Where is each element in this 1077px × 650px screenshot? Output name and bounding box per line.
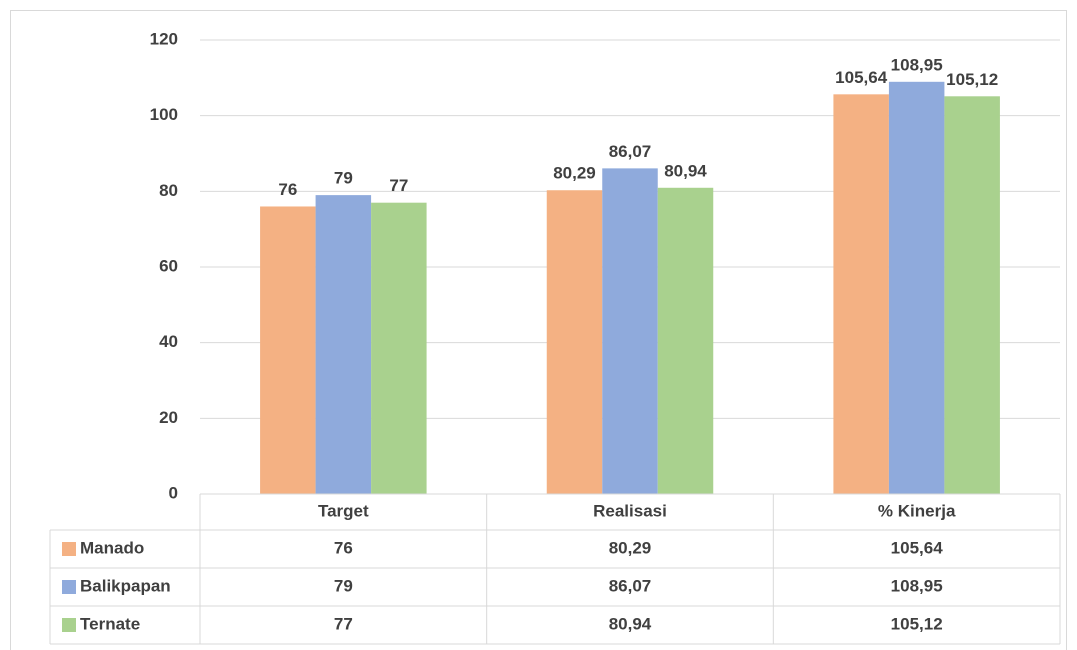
bar [371, 202, 427, 494]
legend-swatch [62, 580, 76, 594]
table-cell: 86,07 [609, 576, 652, 595]
table-cell: 76 [334, 538, 353, 557]
y-tick-label: 40 [159, 332, 178, 351]
chart-border [10, 10, 1067, 650]
data-label: 79 [334, 169, 353, 188]
data-label: 86,07 [609, 142, 652, 161]
x-tick-label: Target [318, 501, 369, 520]
bar [602, 168, 658, 494]
table-cell: 80,29 [609, 538, 652, 557]
bar [315, 195, 372, 494]
legend-label: Ternate [80, 614, 140, 633]
bar [833, 94, 889, 494]
table-cell: 80,94 [609, 614, 652, 633]
data-label: 108,95 [891, 55, 943, 74]
y-tick-label: 120 [150, 29, 178, 48]
legend-label: Balikpapan [80, 576, 171, 595]
y-tick-label: 60 [159, 256, 178, 275]
bar [260, 206, 316, 494]
y-tick-label: 100 [150, 105, 178, 124]
table-cell: 108,95 [891, 576, 943, 595]
data-label: 80,94 [664, 161, 707, 180]
legend-swatch [62, 542, 76, 556]
table-cell: 105,64 [891, 538, 944, 557]
bar [888, 81, 945, 494]
table-cell: 77 [334, 614, 353, 633]
table-cell: 79 [334, 576, 353, 595]
data-label: 105,12 [946, 70, 998, 89]
table-cell: 105,12 [891, 614, 943, 633]
x-tick-label: % Kinerja [878, 501, 956, 520]
data-label: 80,29 [553, 164, 596, 183]
legend-label: Manado [80, 538, 144, 557]
x-tick-label: Realisasi [593, 501, 667, 520]
y-tick-label: 20 [159, 408, 178, 427]
bar [657, 187, 714, 495]
y-tick-label: 0 [169, 483, 178, 502]
bar [944, 96, 1000, 495]
bar [546, 190, 603, 495]
y-tick-label: 80 [159, 181, 178, 200]
legend-swatch [62, 618, 76, 632]
data-label: 76 [278, 180, 297, 199]
data-label: 77 [389, 176, 408, 195]
data-label: 105,64 [835, 68, 888, 87]
